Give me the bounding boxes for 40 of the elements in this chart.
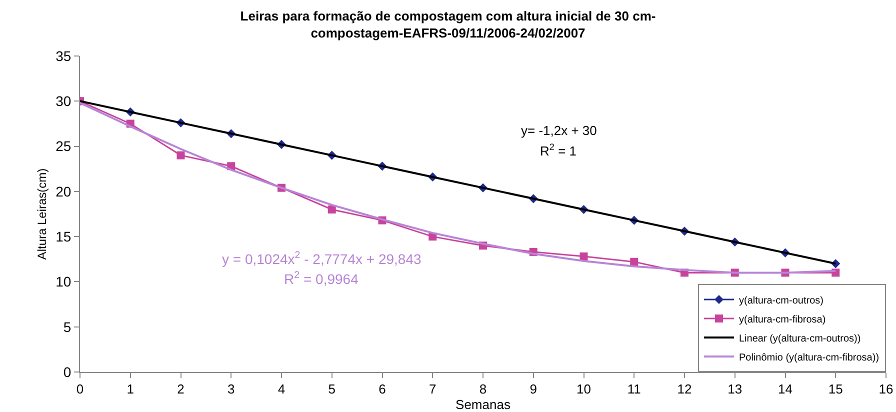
y-tick-label: 5 [63,318,72,335]
x-tick-label: 15 [828,382,843,397]
y-tick-label: 0 [63,364,72,380]
x-tick-label: 13 [728,382,742,397]
x-tick-label: 6 [378,382,386,397]
point [630,258,638,266]
x-tick-label: 7 [429,382,436,397]
legend-label: Linear (y(altura-cm-outros)) [739,333,861,344]
x-tick-label: 3 [228,382,235,397]
y-tick-label: 25 [56,138,72,154]
annotation: y= -1,2x + 30 [521,123,597,138]
x-tick-label: 5 [328,382,336,397]
x-tick-label: 8 [479,382,487,397]
annotation: R$^{2}$ = 1 [540,142,576,158]
point [176,151,185,160]
point [328,205,336,214]
x-tick-label: 2 [177,382,184,397]
annotation: R$^{2}$ = 0,9964 [284,270,359,287]
x-tick-label: 9 [530,382,537,397]
x-tick-label: 12 [677,382,692,397]
chart-title: Leiras para formação de compostagem com altura inicial de 30 cm- compostagem-EAFRS-09/11/2006-24/02/2007 [240,8,656,40]
y-tick-label: 10 [56,274,72,290]
y-tick-label: 20 [56,183,72,200]
point [580,252,588,260]
x-tick-label: 1 [126,382,134,397]
y-tick-label: 15 [56,228,72,244]
y-axis-title: Altura Leiras(cm) [35,168,49,260]
legend-label: y(altura-cm-fibrosa) [739,314,826,326]
x-tick-label: 4 [278,382,286,397]
x-tick-label: 14 [778,382,792,397]
x-tick-label: 10 [576,382,591,397]
y-tick-label: 35 [56,48,72,64]
x-tick-label: 11 [627,382,641,397]
legend-label: y(altura-cm-outros) [739,295,824,306]
x-tick-label: 0 [76,382,84,397]
x-axis-title: Semanas [456,397,511,412]
annotation: y = 0,1024x$^{2}$ - 2,7774x + 29,843 [222,250,422,267]
y-tick-label: 30 [56,93,72,110]
x-tick-label: 16 [878,382,894,397]
legend-label: Polinômio (y(altura-cm-fibrosa)) [739,352,880,364]
